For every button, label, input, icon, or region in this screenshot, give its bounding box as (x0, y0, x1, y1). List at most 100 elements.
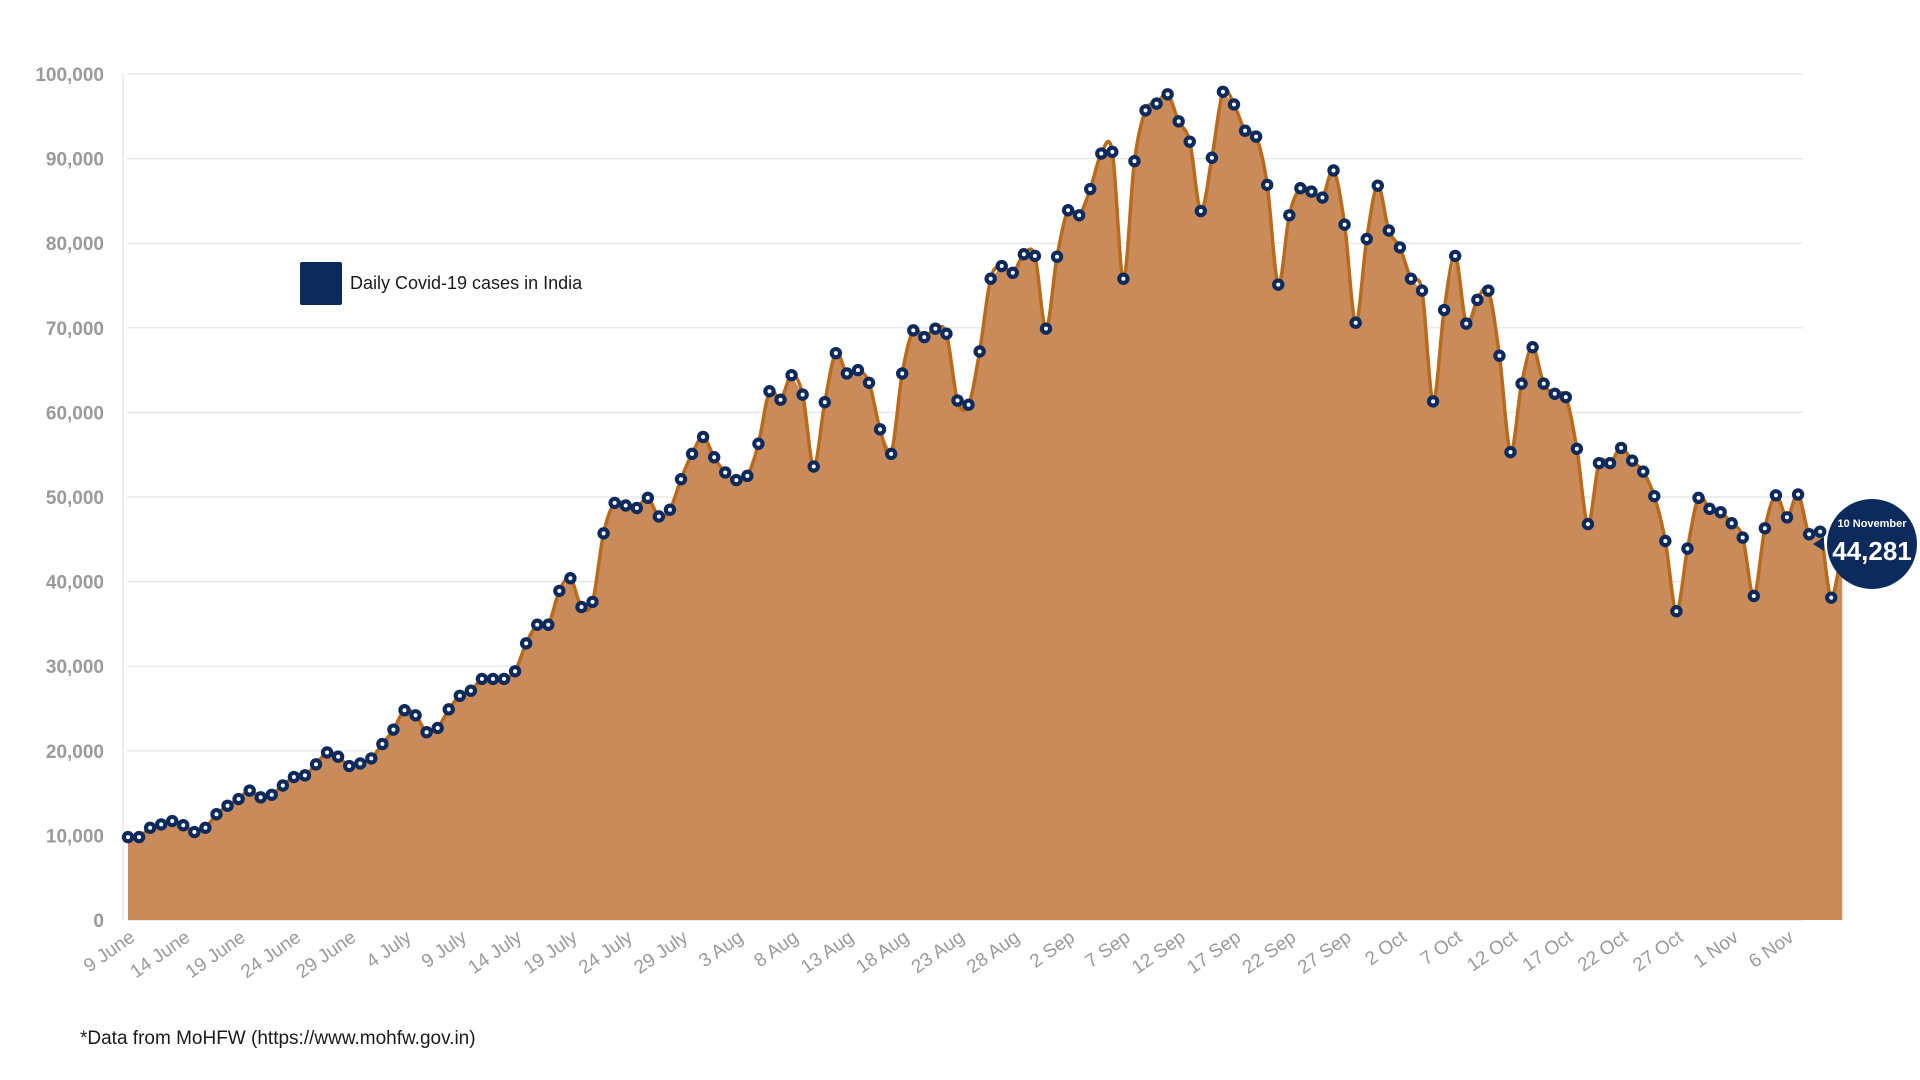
data-point-center (855, 368, 860, 373)
data-point (1017, 247, 1031, 261)
data-point (1305, 185, 1318, 198)
data-point (1172, 115, 1185, 128)
callout-badge (1827, 499, 1917, 589)
data-point-center (126, 835, 130, 840)
x-tick-label: 24 June (237, 927, 304, 983)
data-point (1482, 284, 1495, 297)
data-point (674, 473, 688, 486)
data-point-center (457, 693, 462, 698)
y-tick-label: 90,000 (46, 150, 104, 171)
data-point (1625, 454, 1639, 467)
data-point-center (1021, 252, 1026, 257)
data-point (1714, 506, 1727, 519)
data-point-center (413, 713, 418, 718)
data-point (1504, 445, 1517, 459)
data-point-center (325, 750, 330, 755)
data-point-center (1408, 276, 1413, 281)
x-tick-label: 22 Oct (1574, 926, 1632, 976)
data-point (154, 818, 168, 831)
data-point-center (502, 676, 507, 681)
y-tick-label: 60,000 (46, 403, 104, 424)
data-point (508, 665, 522, 678)
data-point-center (1165, 92, 1170, 97)
x-tick-label: 4 July (363, 927, 416, 973)
data-point (1637, 465, 1650, 478)
data-point (1493, 349, 1506, 362)
data-point (1515, 377, 1528, 390)
data-point (696, 430, 710, 444)
x-tick-label: 9 July (418, 927, 471, 973)
data-point (497, 672, 511, 686)
data-point-center (701, 434, 706, 439)
data-point (265, 788, 278, 801)
data-point (1460, 317, 1473, 330)
data-point-center (137, 835, 142, 840)
data-point-center (1420, 288, 1425, 293)
data-point-center (214, 812, 219, 817)
data-point (531, 618, 544, 631)
data-point (1272, 278, 1285, 291)
callout-pointer (1813, 537, 1824, 551)
data-point-center (789, 373, 794, 378)
data-point (962, 398, 975, 411)
data-point (1393, 241, 1407, 254)
data-point (1548, 387, 1561, 400)
data-point (1205, 151, 1219, 164)
source-note: *Data from MoHFW (https://www.mohfw.gov.… (80, 1028, 476, 1049)
data-point (254, 791, 267, 804)
data-point-center (424, 730, 429, 735)
data-point (519, 637, 533, 650)
data-point (1404, 272, 1418, 285)
data-point-center (900, 371, 905, 376)
data-point (1194, 204, 1208, 218)
data-point (1526, 341, 1539, 354)
data-point (453, 689, 466, 703)
data-point-center (1010, 270, 1015, 275)
data-point-center (1630, 458, 1635, 463)
y-tick-label: 80,000 (46, 234, 104, 255)
data-point-center (999, 264, 1004, 269)
data-point (973, 345, 986, 358)
data-point (763, 385, 776, 398)
data-point-center (977, 349, 982, 354)
data-point-center (225, 803, 230, 808)
data-point (1758, 522, 1772, 535)
data-point-center (568, 576, 573, 581)
data-point-center (203, 825, 208, 830)
data-point-center (1696, 495, 1701, 500)
data-point (188, 825, 201, 839)
data-point (132, 830, 146, 844)
data-point-center (1077, 213, 1082, 218)
data-point (619, 499, 632, 512)
data-point-center (192, 830, 197, 835)
data-point (1316, 191, 1329, 204)
data-point (575, 600, 588, 614)
data-point (1648, 489, 1661, 503)
legend-swatch (300, 262, 342, 305)
data-point (232, 792, 245, 806)
data-point (1449, 249, 1462, 263)
data-point (1382, 224, 1396, 237)
data-point (774, 393, 787, 406)
data-point (1415, 284, 1429, 297)
data-point-center (1497, 353, 1502, 358)
data-point-center (1641, 469, 1646, 474)
data-point (1747, 589, 1761, 603)
y-tick-label: 20,000 (46, 742, 104, 763)
data-point-center (170, 819, 175, 824)
data-point (121, 830, 135, 844)
data-point (1128, 154, 1141, 168)
data-point (475, 672, 489, 686)
x-tick-label: 12 Oct (1463, 926, 1521, 976)
data-point (1769, 489, 1783, 502)
x-tick-label: 17 Oct (1519, 926, 1577, 976)
data-point-center (1773, 493, 1778, 498)
data-point (243, 784, 256, 797)
data-point (387, 723, 400, 736)
latest-value-callout: 10 November 44,281 (1813, 499, 1917, 589)
data-point-center (1453, 253, 1458, 258)
data-point (143, 821, 157, 834)
data-point-center (656, 514, 661, 519)
data-point-center (712, 455, 717, 460)
